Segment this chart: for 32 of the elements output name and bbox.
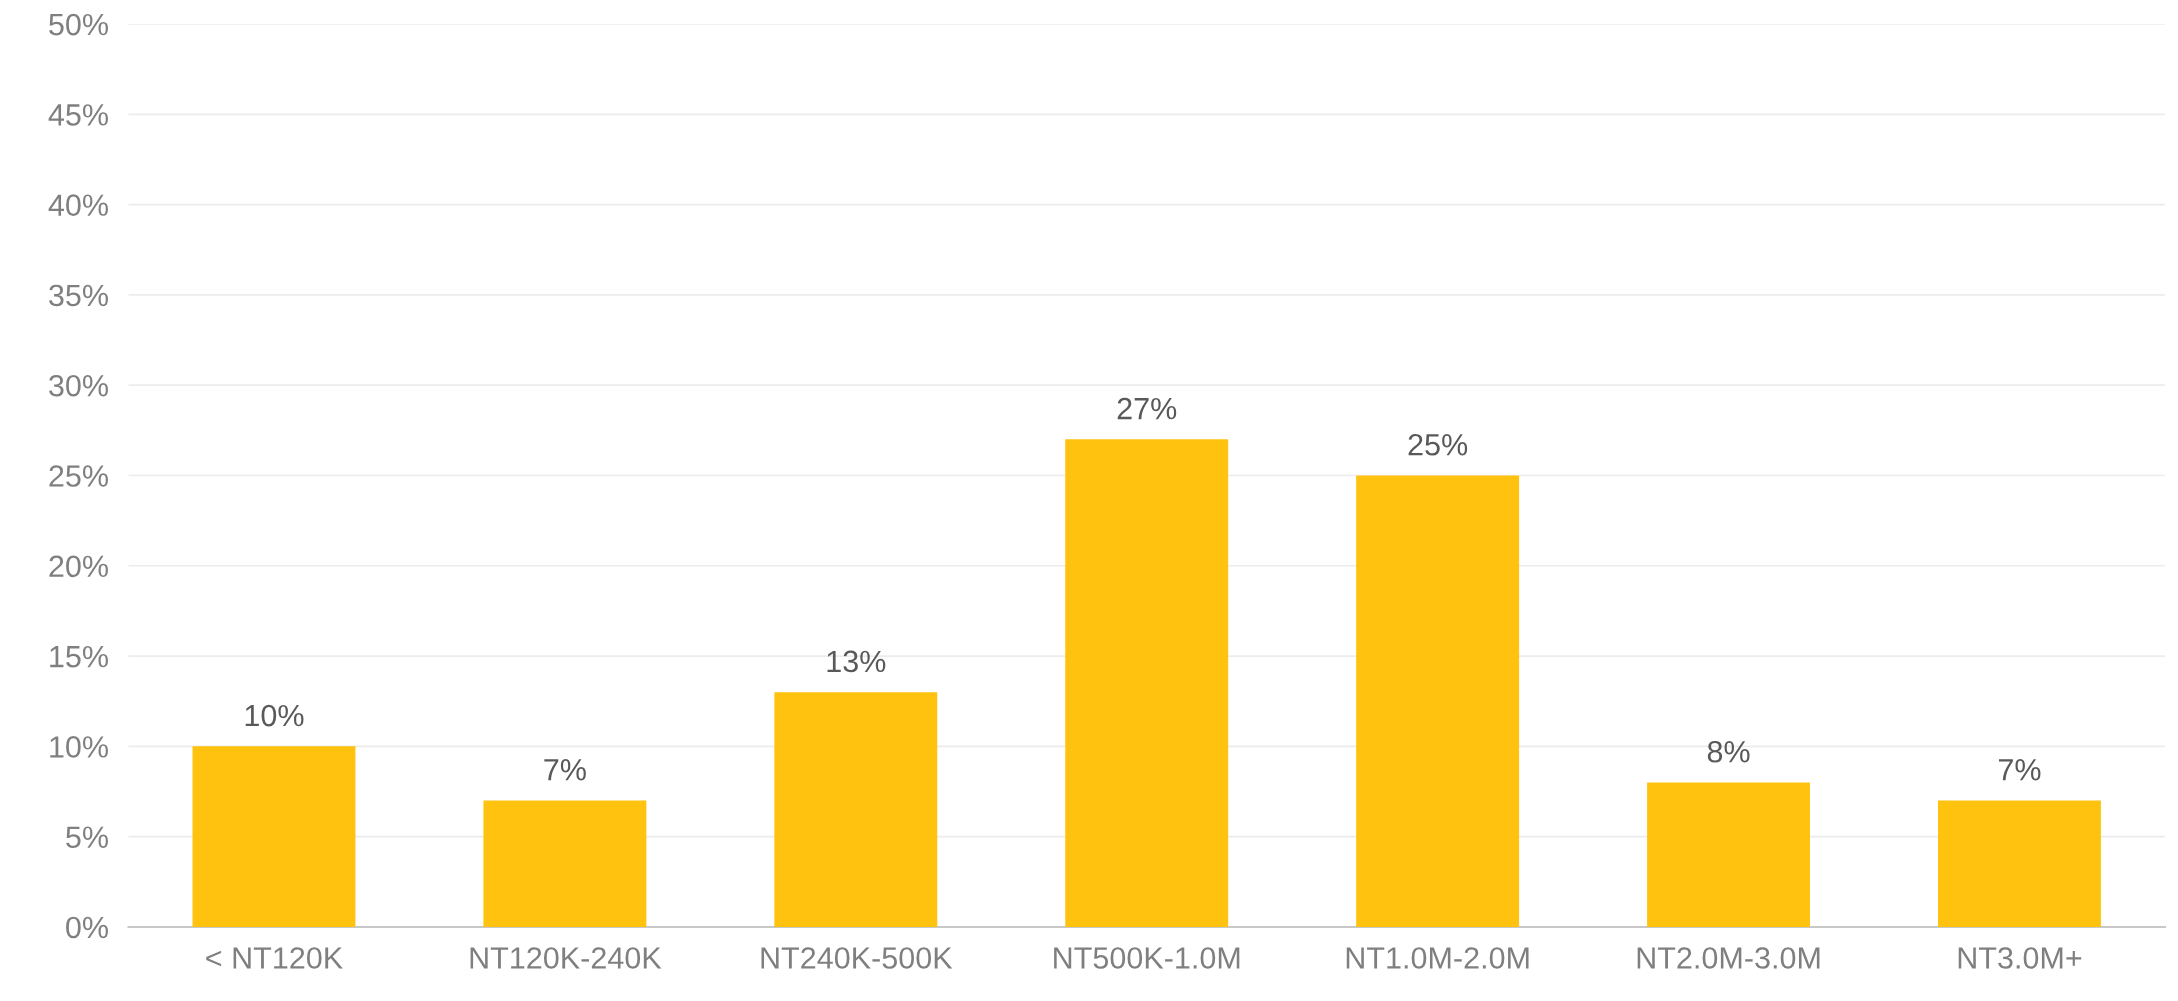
bar: [192, 746, 356, 927]
y-tick-label: 15%: [50, 645, 108, 668]
bar: [483, 800, 647, 927]
data-label: 27%: [1117, 397, 1177, 420]
y-tick-label: 50%: [49, 13, 108, 36]
data-label: 7%: [544, 759, 586, 781]
x-tick-label: NT240K-500K: [761, 947, 953, 969]
x-tick-label: NT3.0M+: [1958, 947, 2082, 969]
y-tick-label: 10%: [50, 736, 108, 758]
y-tick-label: 0%: [66, 916, 108, 939]
x-tick-label: NT2.0M-3.0M: [1637, 947, 1820, 969]
bar: [1356, 475, 1520, 927]
bar: [1647, 782, 1811, 927]
y-tick-label: 30%: [49, 374, 108, 397]
y-tick-label: 35%: [49, 284, 108, 307]
x-tick-label: < NT120K: [206, 947, 343, 969]
bar: [1938, 800, 2101, 927]
y-tick-label: 20%: [49, 555, 108, 578]
x-tick-label: NT1.0M-2.0M: [1346, 947, 1529, 969]
data-label: 8%: [1707, 740, 1750, 763]
bar: [774, 692, 938, 927]
y-tick-label: 40%: [48, 194, 108, 216]
data-label: 10%: [245, 704, 304, 727]
y-tick-label: 45%: [48, 104, 108, 126]
y-tick-label: 5%: [66, 826, 108, 849]
data-label: 25%: [1408, 433, 1468, 456]
x-tick-label: NT500K-1.0M: [1054, 947, 1240, 969]
data-label: 7%: [1998, 759, 2041, 781]
bar: [1065, 439, 1229, 927]
x-tick-label: NT120K-240K: [470, 947, 662, 969]
data-label: 13%: [827, 650, 886, 673]
y-tick-label: 25%: [49, 465, 108, 487]
